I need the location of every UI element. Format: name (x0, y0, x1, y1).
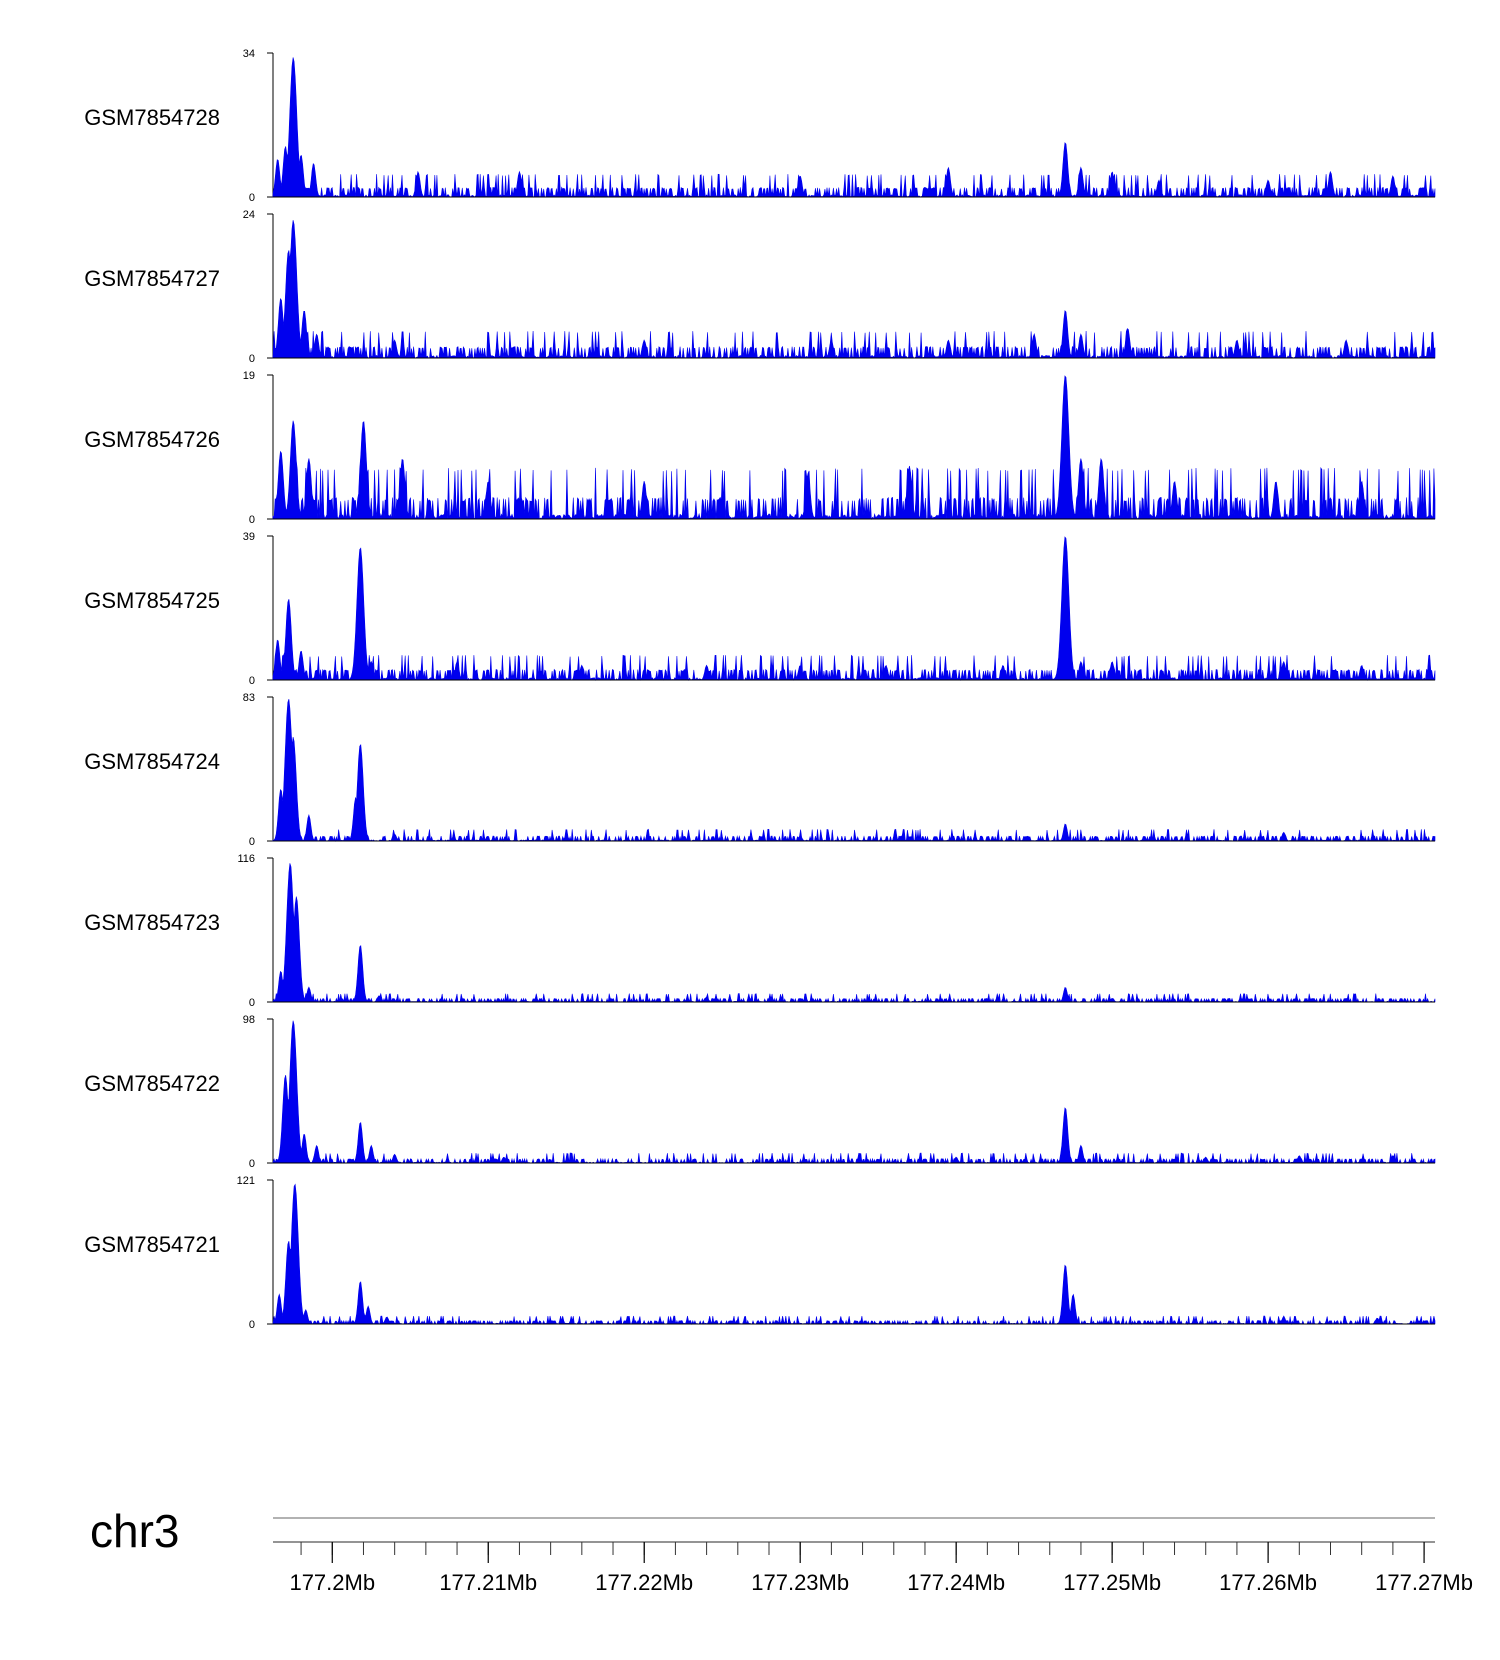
track-GSM7854725: GSM7854725 39 0 (84, 531, 1436, 687)
coverage-tracks: GSM7854728340GSM7854727240GSM7854726190G… (84, 48, 1436, 1331)
y-max-label: 116 (237, 853, 255, 865)
track-GSM7854728: GSM7854728 34 0 (84, 48, 1436, 204)
y-min-label: 0 (249, 1319, 255, 1331)
x-tick-label: 177.21Mb (439, 1570, 537, 1595)
track-label: GSM7854726 (84, 427, 220, 452)
y-max-label: 19 (243, 370, 255, 382)
y-max-label: 121 (237, 1175, 255, 1187)
y-min-label: 0 (249, 1158, 255, 1170)
coverage-area (272, 375, 1436, 521)
x-tick-label: 177.26Mb (1219, 1570, 1317, 1595)
track-label: GSM7854727 (84, 266, 220, 291)
y-max-label: 39 (243, 531, 255, 543)
y-min-label: 0 (249, 353, 255, 365)
y-min-label: 0 (249, 836, 255, 848)
coverage-area (272, 220, 1436, 360)
x-tick-label: 177.24Mb (907, 1570, 1005, 1595)
coverage-area (272, 536, 1436, 682)
track-label: GSM7854721 (84, 1232, 220, 1257)
track-GSM7854726: GSM7854726 19 0 (84, 370, 1436, 526)
track-GSM7854723: GSM7854723 116 0 (84, 853, 1436, 1009)
y-min-label: 0 (249, 675, 255, 687)
y-min-label: 0 (249, 514, 255, 526)
y-min-label: 0 (249, 192, 255, 204)
coverage-area (272, 1020, 1436, 1165)
x-tick-label: 177.2Mb (289, 1570, 375, 1595)
y-min-label: 0 (249, 997, 255, 1009)
x-tick-label: 177.22Mb (595, 1570, 693, 1595)
track-label: GSM7854725 (84, 588, 220, 613)
x-tick-label: 177.25Mb (1063, 1570, 1161, 1595)
x-tick-label: 177.27Mb (1375, 1570, 1473, 1595)
coverage-area (272, 699, 1436, 842)
x-tick-label: 177.23Mb (751, 1570, 849, 1595)
y-max-label: 34 (243, 48, 255, 60)
track-label: GSM7854722 (84, 1071, 220, 1096)
track-GSM7854721: GSM7854721 121 0 (84, 1175, 1436, 1331)
y-max-label: 24 (243, 209, 255, 221)
coverage-area (272, 57, 1436, 199)
track-label: GSM7854728 (84, 105, 220, 130)
y-max-label: 98 (243, 1014, 255, 1026)
track-GSM7854727: GSM7854727 24 0 (84, 209, 1436, 365)
coverage-area (272, 863, 1436, 1003)
track-GSM7854722: GSM7854722 98 0 (84, 1014, 1436, 1170)
track-label: GSM7854723 (84, 910, 220, 935)
track-GSM7854724: GSM7854724 83 0 (84, 692, 1436, 848)
y-max-label: 83 (243, 692, 255, 704)
genomic-axis: chr3 177.2Mb 177.21Mb 177.22Mb 177.23Mb 177.… (90, 1505, 1473, 1595)
chromosome-label: chr3 (90, 1505, 179, 1557)
track-label: GSM7854724 (84, 749, 220, 774)
coverage-area (272, 1183, 1436, 1326)
